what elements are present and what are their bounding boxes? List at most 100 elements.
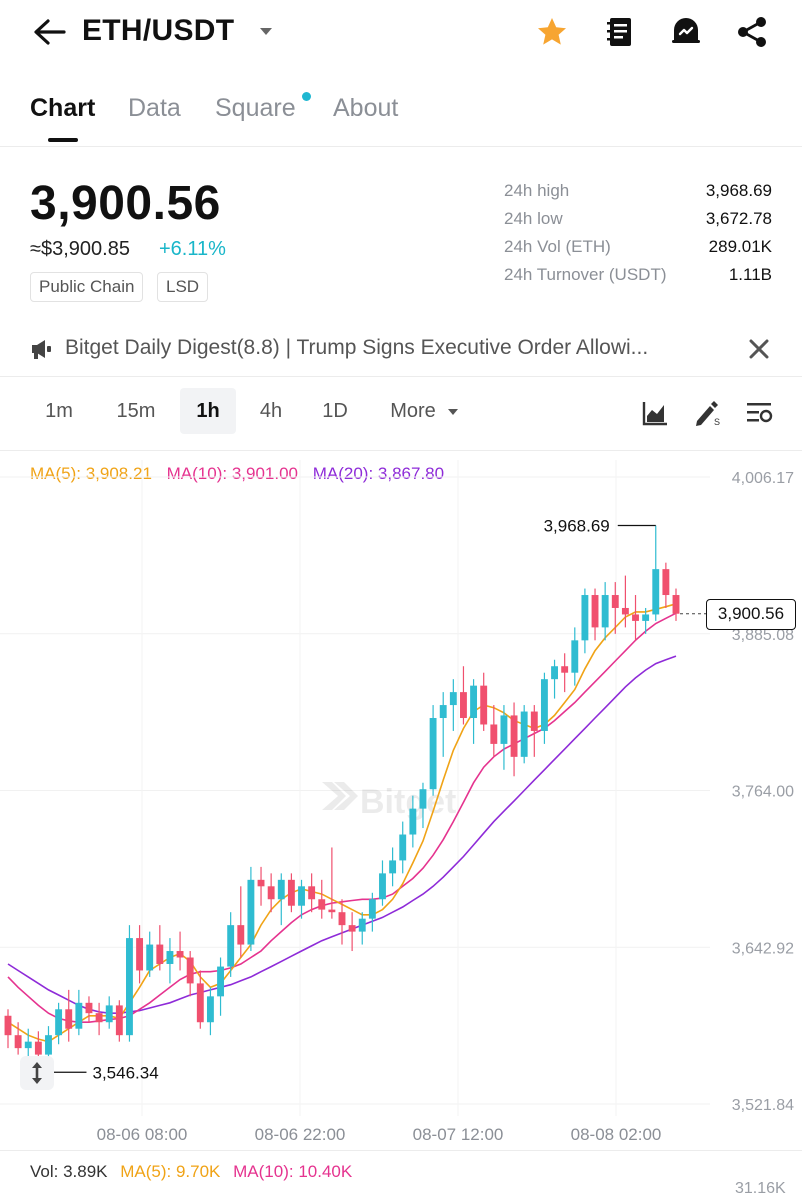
draw-tool-icon[interactable]: S bbox=[692, 398, 722, 428]
section-tabs: Chart Data Square About bbox=[0, 84, 802, 144]
tab-chart[interactable]: Chart bbox=[30, 94, 96, 122]
tag-lsd[interactable]: LSD bbox=[157, 272, 209, 302]
candle-body bbox=[642, 614, 650, 621]
tag-public-chain[interactable]: Public Chain bbox=[30, 272, 144, 302]
interval-15m[interactable]: 15m bbox=[116, 400, 156, 422]
candle-body bbox=[136, 938, 144, 971]
divider bbox=[0, 1150, 802, 1151]
interval-1d[interactable]: 1D bbox=[322, 400, 348, 422]
candle-body bbox=[85, 1002, 93, 1014]
tab-data[interactable]: Data bbox=[128, 94, 181, 122]
caret-down-icon[interactable] bbox=[258, 24, 274, 38]
candle-body bbox=[176, 951, 184, 958]
interval-more[interactable]: More bbox=[390, 400, 436, 422]
candle-body bbox=[308, 886, 316, 900]
candle-body bbox=[480, 685, 488, 725]
candle-body bbox=[389, 860, 397, 874]
candle-body bbox=[298, 886, 305, 906]
current-price-label[interactable]: 3,900.56 bbox=[706, 598, 796, 630]
interval-1h[interactable]: 1h bbox=[180, 388, 236, 434]
candle-body bbox=[470, 685, 478, 719]
stat-label-24h-turnover: 24h Turnover (USDT) bbox=[504, 265, 667, 284]
candle-body bbox=[358, 918, 366, 932]
candle-body bbox=[55, 1009, 63, 1036]
candle-body bbox=[449, 692, 457, 706]
interval-selector: 1m 15m 1h 4h 1D More bbox=[0, 388, 802, 440]
y-axis-label: 3,885.08 bbox=[732, 627, 794, 644]
alert-bell-icon[interactable] bbox=[668, 14, 704, 50]
candle-body bbox=[510, 715, 518, 757]
volume-ma5: MA(5): 9.70K bbox=[120, 1162, 221, 1181]
candle-body bbox=[652, 569, 660, 615]
candle-body bbox=[520, 711, 528, 757]
star-icon[interactable] bbox=[534, 14, 570, 50]
ma10-value: MA(10): 3,901.00 bbox=[166, 464, 298, 483]
close-icon[interactable] bbox=[746, 336, 772, 362]
tab-about[interactable]: About bbox=[333, 94, 399, 122]
volume-value: Vol: 3.89K bbox=[30, 1162, 108, 1181]
candle-body bbox=[267, 886, 275, 900]
ma10-line bbox=[7, 612, 677, 1023]
indicator-chart-icon[interactable] bbox=[640, 398, 670, 428]
interval-1m[interactable]: 1m bbox=[45, 400, 73, 422]
candle-body bbox=[601, 595, 609, 628]
volume-ma10: MA(10): 10.40K bbox=[233, 1162, 353, 1181]
candle-body bbox=[460, 692, 467, 719]
stat-value-24h-vol: 289.01K bbox=[708, 237, 772, 256]
news-banner[interactable]: Bitget Daily Digest(8.8) | Trump Signs E… bbox=[0, 324, 802, 374]
candle-body bbox=[419, 789, 427, 809]
share-icon[interactable] bbox=[734, 14, 770, 50]
last-price: 3,900.56 bbox=[30, 177, 221, 230]
candle-body bbox=[166, 951, 174, 964]
stat-label-24h-high: 24h high bbox=[504, 181, 570, 200]
candle-body bbox=[530, 711, 538, 731]
candle-body bbox=[126, 938, 133, 1036]
candle-body bbox=[95, 1013, 103, 1023]
candle-body bbox=[429, 718, 437, 790]
active-tab-indicator bbox=[48, 138, 78, 142]
volume-axis-max: 31.16K bbox=[735, 1180, 786, 1197]
stat-label-24h-vol: 24h Vol (ETH) bbox=[504, 237, 611, 256]
candle-body bbox=[196, 983, 204, 1023]
candle-body bbox=[672, 595, 680, 614]
candle-body bbox=[490, 724, 498, 744]
candle-body bbox=[156, 944, 164, 964]
candle-body bbox=[368, 899, 376, 919]
candlestick-chart[interactable]: Bitget 4,006.17 3,885.08 3,764.00 3,642.92 3… bbox=[0, 448, 802, 1148]
ma5-value: MA(5): 3,908.21 bbox=[30, 464, 152, 483]
y-axis-label: 3,764.00 bbox=[732, 784, 794, 801]
candle-body bbox=[571, 640, 579, 673]
x-axis-label: 08-06 08:00 bbox=[97, 1125, 188, 1144]
price-change-percent: +6.11% bbox=[159, 238, 226, 260]
notebook-icon[interactable] bbox=[602, 14, 638, 50]
svg-text:Bitget: Bitget bbox=[360, 783, 456, 821]
tab-square[interactable]: Square bbox=[215, 94, 296, 122]
candle-body bbox=[277, 879, 285, 900]
x-axis-label: 08-06 22:00 bbox=[255, 1125, 346, 1144]
x-axis-label: 08-08 02:00 bbox=[571, 1125, 662, 1144]
candle-body bbox=[4, 1015, 12, 1036]
candle-body bbox=[34, 1041, 42, 1055]
scale-toggle-icon[interactable] bbox=[20, 1056, 54, 1090]
candle-body bbox=[14, 1035, 22, 1049]
candle-body bbox=[186, 957, 194, 984]
back-arrow-icon[interactable] bbox=[30, 14, 70, 50]
candle-body bbox=[439, 705, 447, 719]
stat-value-24h-low: 3,672.78 bbox=[705, 209, 772, 228]
notification-dot bbox=[302, 92, 311, 101]
candle-body bbox=[146, 944, 154, 971]
candle-body bbox=[632, 614, 639, 621]
pair-title[interactable]: ETH/USDT bbox=[82, 14, 235, 47]
candle-body bbox=[227, 925, 235, 967]
interval-4h[interactable]: 4h bbox=[259, 400, 283, 422]
candle-body bbox=[328, 909, 336, 913]
candle-body bbox=[348, 925, 356, 932]
candle-body bbox=[399, 834, 407, 861]
candle-body bbox=[611, 595, 619, 608]
chart-settings-icon[interactable] bbox=[744, 398, 774, 428]
news-headline[interactable]: Bitget Daily Digest(8.8) | Trump Signs E… bbox=[65, 336, 649, 359]
candle-body bbox=[500, 715, 508, 744]
megaphone-icon bbox=[32, 340, 51, 359]
caret-down-icon[interactable] bbox=[448, 408, 458, 416]
ma20-line bbox=[7, 655, 677, 1014]
